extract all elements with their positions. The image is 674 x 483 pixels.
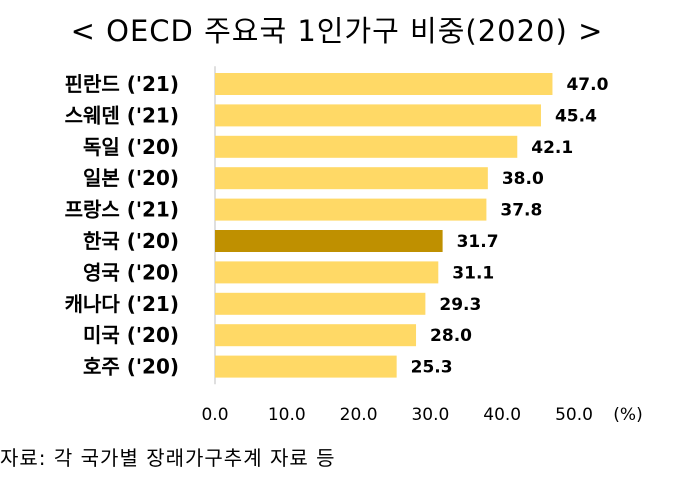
value-label: 42.1 bbox=[531, 138, 573, 158]
bar bbox=[215, 167, 488, 190]
category-label: 미국 ('20) bbox=[83, 323, 179, 347]
value-label: 25.3 bbox=[411, 358, 453, 378]
x-tick-labels-group: 0.0 10.0 20.0 30.0 40.0 50.0 bbox=[201, 405, 592, 425]
value-label: 31.7 bbox=[457, 232, 499, 252]
category-label: 핀란드 ('21) bbox=[65, 72, 179, 96]
x-tick-label: 40.0 bbox=[483, 405, 521, 425]
bar bbox=[215, 104, 541, 127]
value-label: 37.8 bbox=[500, 201, 542, 221]
x-tick-label: 30.0 bbox=[411, 405, 449, 425]
bar bbox=[215, 230, 443, 252]
source-note: 자료: 각 국가별 장래가구추계 자료 등 bbox=[0, 446, 336, 470]
bar bbox=[215, 73, 553, 95]
value-label: 38.0 bbox=[502, 169, 544, 189]
category-label: 프랑스 ('21) bbox=[65, 198, 179, 222]
category-label: 일본 ('20) bbox=[83, 166, 179, 190]
value-label: 45.4 bbox=[555, 106, 597, 126]
bar bbox=[215, 355, 397, 378]
value-label: 31.1 bbox=[452, 263, 494, 283]
x-tick-label: 10.0 bbox=[268, 405, 306, 425]
category-label: 호주 ('20) bbox=[83, 355, 179, 379]
category-label: 한국 ('20) bbox=[83, 229, 179, 253]
x-axis-unit-label: (%) bbox=[613, 405, 642, 425]
value-labels-group: 47.0 45.4 42.1 38.0 37.831.7 31.1 29.3 28.0 25.3 bbox=[411, 75, 609, 378]
x-tick-label: 50.0 bbox=[555, 405, 593, 425]
bar bbox=[215, 324, 417, 347]
bar bbox=[215, 261, 439, 284]
value-label: 28.0 bbox=[430, 326, 472, 346]
value-label: 47.0 bbox=[566, 75, 608, 95]
category-label: 독일 ('20) bbox=[83, 135, 179, 159]
x-tick-label: 20.0 bbox=[340, 405, 378, 425]
category-label: 캐나다 ('21) bbox=[65, 292, 179, 316]
bars-group bbox=[215, 73, 553, 378]
chart-title: < OECD 주요국 1인가구 비중(2020) > bbox=[70, 14, 604, 48]
category-label: 영국 ('20) bbox=[83, 260, 179, 284]
x-tick-label: 0.0 bbox=[201, 405, 228, 425]
category-labels-group: 핀란드 ('21) 스웨덴 ('21) 독일 ('20) 일본 ('20) 프랑스 ('… bbox=[65, 72, 179, 379]
value-label: 29.3 bbox=[439, 295, 481, 315]
bar bbox=[215, 135, 518, 158]
bar bbox=[215, 198, 487, 221]
category-label: 스웨덴 ('21) bbox=[65, 103, 179, 127]
bar bbox=[215, 292, 426, 315]
